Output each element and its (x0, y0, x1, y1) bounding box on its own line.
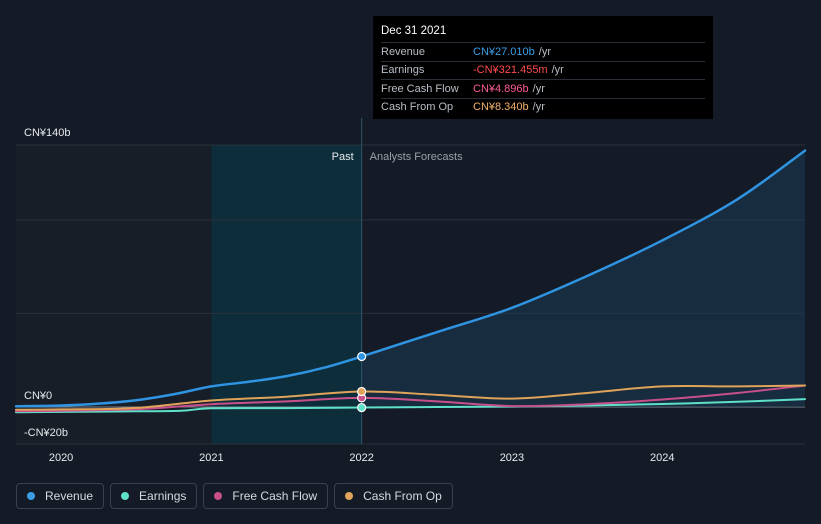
y-axis-labels: CN¥140b CN¥0 -CN¥20b (24, 127, 70, 439)
y-tick-label: CN¥140b (24, 127, 70, 139)
tooltip-value: CN¥4.896b (473, 82, 529, 95)
tooltip-label: Revenue (381, 45, 426, 58)
forecast-label: Analysts Forecasts (370, 151, 463, 163)
legend-dot (27, 492, 35, 500)
x-tick-label: 2020 (49, 452, 73, 464)
legend-item-cash-from-op[interactable]: Cash From Op (334, 483, 453, 509)
tooltip-value: CN¥8.340b (473, 101, 529, 114)
marker-earnings (357, 402, 367, 413)
tooltip-unit: /yr (532, 82, 545, 95)
x-tick-label: 2022 (349, 452, 373, 464)
tooltip-row-free-cash-flow: Free Cash Flow CN¥4.896b /yr (381, 79, 705, 98)
legend-dot (214, 492, 223, 500)
tooltip: Dec 31 2021 Revenue CN¥27.010b /yr Earni… (373, 16, 713, 119)
x-tick-label: 2023 (500, 452, 524, 464)
marker-cash-from-op (357, 386, 367, 397)
tooltip-label: Cash From Op (381, 101, 454, 114)
y-tick-label: -CN¥20b (24, 427, 68, 439)
tooltip-unit: /yr (532, 101, 545, 114)
legend-label: Revenue (45, 489, 94, 503)
marker-revenue (357, 351, 367, 362)
y-tick-label: CN¥0 (24, 390, 52, 402)
tooltip-row-cash-from-op: Cash From Op CN¥8.340b /yr (381, 97, 705, 117)
tooltip-unit: /yr (538, 45, 552, 58)
tooltip-value: -CN¥321.455m (473, 64, 548, 77)
legend: Revenue Earnings Free Cash Flow Cash Fro… (16, 483, 453, 509)
tooltip-unit: /yr (551, 64, 564, 77)
x-axis-labels: 2020 2021 2022 2023 2024 (49, 452, 675, 464)
legend-dot (345, 492, 354, 500)
tooltip-value: CN¥27.010b (473, 45, 535, 58)
tooltip-date: Dec 31 2021 (381, 25, 447, 37)
tooltip-label: Free Cash Flow (381, 82, 459, 95)
x-tick-label: 2021 (199, 452, 223, 464)
legend-item-free-cash-flow[interactable]: Free Cash Flow (203, 483, 329, 509)
tooltip-row-earnings: Earnings -CN¥321.455m /yr (381, 60, 705, 80)
tooltip-row-revenue: Revenue CN¥27.010b /yr (381, 42, 705, 61)
point-markers (357, 351, 367, 413)
series-line-revenue (14, 149, 807, 408)
tooltip-label: Earnings (381, 64, 425, 77)
legend-dot (121, 492, 130, 500)
series-line-cash-from-op (15, 384, 806, 411)
x-tick-label: 2024 (650, 452, 674, 464)
legend-label: Free Cash Flow (232, 489, 318, 503)
legend-label: Earnings (139, 489, 187, 503)
legend-item-revenue[interactable]: Revenue (16, 483, 105, 509)
legend-item-earnings[interactable]: Earnings (110, 483, 198, 509)
highlight-region (211, 145, 362, 444)
legend-label: Cash From Op (363, 489, 442, 503)
series-line-free-cash-flow (15, 384, 806, 413)
past-label: Past (332, 151, 354, 163)
